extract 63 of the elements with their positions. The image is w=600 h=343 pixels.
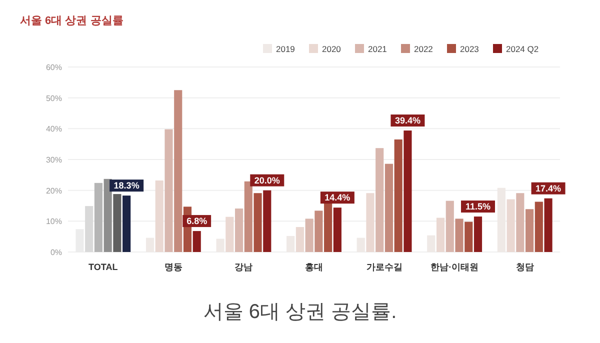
- data-label: 11.5%: [465, 202, 491, 212]
- bar: [404, 130, 412, 252]
- bar: [192, 231, 201, 252]
- bar: [455, 218, 464, 252]
- bar: [376, 148, 384, 252]
- legend-label: 2023: [460, 44, 480, 54]
- bar: [394, 139, 402, 252]
- bar: [506, 199, 515, 252]
- data-label: 14.4%: [324, 192, 350, 203]
- y-tick-label: 60%: [46, 63, 62, 72]
- legend-label: 2019: [276, 44, 296, 54]
- bar: [85, 206, 94, 252]
- x-tick-label: 청담: [516, 262, 534, 272]
- x-tick-label: 홍대: [305, 262, 323, 272]
- data-label: 39.4%: [394, 116, 420, 126]
- bar: [305, 218, 314, 252]
- bar: [113, 194, 122, 252]
- bar: [94, 182, 102, 252]
- legend-label: 2020: [322, 44, 342, 54]
- y-tick-label: 10%: [46, 217, 62, 226]
- x-tick-label: 한남·이태원: [430, 262, 479, 272]
- x-tick-label: 명동: [164, 262, 182, 272]
- bar: [464, 222, 473, 252]
- bar: [174, 90, 182, 252]
- text: 서울 6대 상권 공실률.: [203, 301, 397, 323]
- bar: [384, 164, 394, 252]
- y-tick-label: 40%: [46, 124, 62, 134]
- bar: [234, 208, 244, 252]
- data-label: 6.8%: [186, 216, 208, 226]
- bar: [226, 216, 234, 252]
- bar: [122, 196, 131, 252]
- bar: [254, 193, 262, 252]
- bar: [244, 181, 252, 252]
- data-label: 17.4%: [536, 183, 562, 194]
- y-tick-label: 20%: [46, 186, 62, 196]
- legend-label: 2022: [414, 44, 434, 54]
- bar: [544, 198, 552, 252]
- x-tick-label: 가로수길: [366, 262, 402, 272]
- bar: [324, 202, 332, 252]
- y-tick-label: 50%: [46, 94, 62, 103]
- bar: [526, 209, 534, 252]
- bar: [155, 180, 164, 252]
- bar: [534, 202, 543, 252]
- data-label: 18.3%: [114, 180, 140, 191]
- y-tick-label: 0%: [50, 248, 62, 257]
- bar: [474, 216, 482, 252]
- bar: [104, 178, 112, 252]
- chart-title: 서울 6대 상권 공실률: [20, 15, 124, 27]
- bar: [296, 227, 304, 252]
- bar: [333, 208, 342, 252]
- bar: [263, 190, 272, 252]
- bar: [366, 193, 374, 252]
- x-tick-label: 강남: [234, 262, 253, 272]
- legend-label: 2021: [368, 44, 388, 54]
- bar: [314, 210, 323, 252]
- bar: [516, 193, 524, 252]
- data-label: 20.0%: [254, 175, 280, 186]
- bar: [446, 200, 454, 252]
- bar: [164, 129, 173, 252]
- x-tick-label: TOTAL: [88, 262, 118, 272]
- legend-label: 2024 Q2: [506, 44, 539, 54]
- y-tick-label: 30%: [46, 156, 62, 164]
- bar: [436, 218, 445, 252]
